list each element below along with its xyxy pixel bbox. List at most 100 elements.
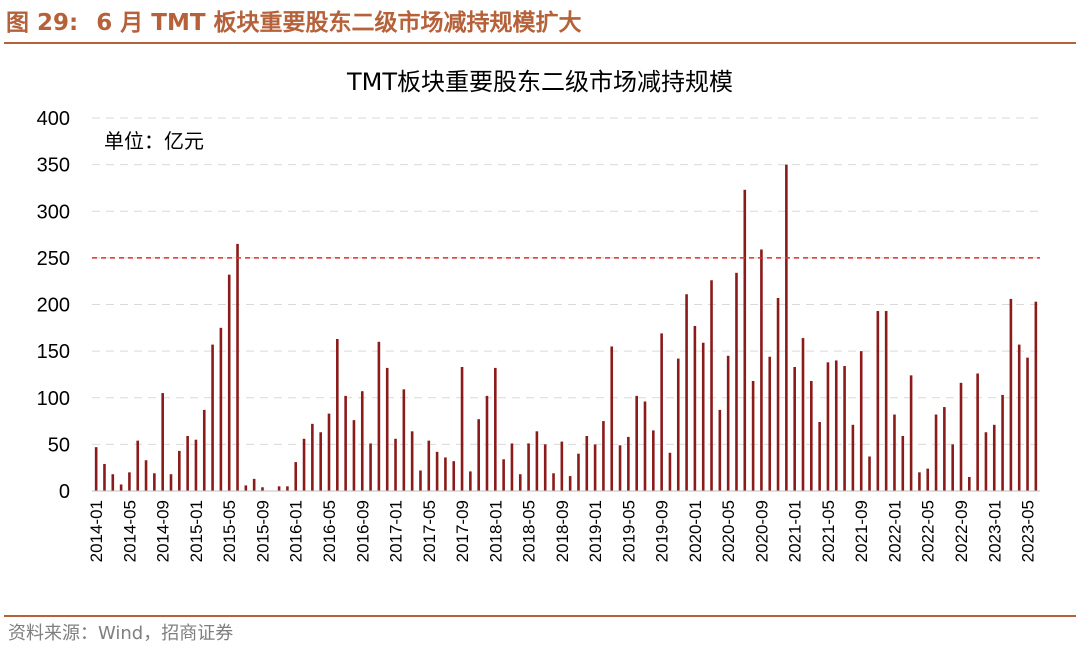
bar bbox=[743, 189, 747, 492]
bar bbox=[369, 443, 372, 491]
figure-caption: 图 29: 6 月 TMT 板块重要股东二级市场减持规模扩大 bbox=[6, 4, 1076, 42]
bar bbox=[552, 473, 555, 491]
bar bbox=[652, 430, 655, 491]
bar bbox=[435, 451, 439, 491]
bar bbox=[859, 351, 863, 491]
bar bbox=[244, 485, 248, 491]
x-tick-label: 2016-09 bbox=[353, 500, 372, 562]
bar bbox=[236, 243, 239, 491]
bar bbox=[327, 413, 331, 491]
x-tick-label: 2019-01 bbox=[586, 500, 605, 562]
bar bbox=[635, 395, 638, 491]
chart-title: TMT板块重要股东二级市场减持规模 bbox=[346, 68, 733, 96]
bar bbox=[602, 421, 605, 491]
bar bbox=[444, 457, 447, 491]
bar bbox=[577, 453, 580, 491]
x-tick-label: 2015-05 bbox=[220, 500, 239, 562]
bar bbox=[360, 391, 364, 491]
bar bbox=[485, 395, 489, 491]
bar bbox=[959, 382, 963, 491]
bar bbox=[801, 338, 805, 491]
unit-label: 单位：亿元 bbox=[104, 129, 204, 153]
bar bbox=[710, 280, 713, 491]
figure-title: 6 月 TMT 板块重要股东二级市场减持规模扩大 bbox=[96, 10, 582, 36]
x-tick-label: 2021-09 bbox=[852, 500, 871, 562]
bar bbox=[286, 486, 289, 491]
bar bbox=[219, 327, 223, 491]
x-tick-label: 2014-01 bbox=[87, 500, 106, 562]
bar bbox=[851, 424, 855, 491]
bar bbox=[701, 342, 705, 491]
x-tick-label: 2017-01 bbox=[387, 500, 406, 562]
bar bbox=[984, 432, 988, 491]
bar bbox=[227, 274, 231, 491]
bar bbox=[751, 380, 755, 491]
bar bbox=[211, 344, 214, 491]
bar bbox=[793, 366, 796, 491]
footer-divider bbox=[4, 615, 1076, 617]
x-tick-label: 2016-01 bbox=[287, 500, 306, 562]
bar bbox=[385, 367, 389, 491]
bar bbox=[1034, 301, 1038, 491]
x-tick-label: 2015-09 bbox=[253, 500, 272, 562]
x-tick-label: 2021-05 bbox=[819, 500, 838, 562]
x-tick-label: 2022-05 bbox=[919, 500, 938, 562]
x-tick-label: 2016-05 bbox=[320, 500, 339, 562]
bar bbox=[494, 367, 497, 491]
bar bbox=[685, 294, 688, 491]
bar bbox=[776, 297, 780, 491]
bar bbox=[460, 366, 464, 491]
x-tick-label: 2017-05 bbox=[420, 500, 439, 562]
bar bbox=[319, 432, 322, 491]
bar bbox=[119, 484, 123, 491]
bar bbox=[377, 341, 381, 491]
x-tick-label: 2022-09 bbox=[952, 500, 971, 562]
x-tick-label: 2018-09 bbox=[553, 500, 572, 562]
bar bbox=[186, 435, 189, 491]
bar bbox=[918, 472, 921, 491]
bar bbox=[527, 443, 530, 491]
bar bbox=[826, 362, 830, 491]
bar bbox=[585, 435, 589, 491]
bar bbox=[311, 423, 314, 491]
y-tick-label: 50 bbox=[48, 434, 70, 456]
x-tick-label: 2014-05 bbox=[120, 500, 139, 562]
bar bbox=[610, 346, 614, 491]
bar bbox=[111, 474, 115, 491]
bar bbox=[410, 431, 414, 491]
bar bbox=[693, 325, 697, 491]
x-tick-label: 2018-01 bbox=[486, 500, 505, 562]
bar bbox=[502, 459, 505, 491]
y-tick-label: 400 bbox=[37, 108, 70, 130]
x-tick-label: 2017-09 bbox=[453, 500, 472, 562]
bar bbox=[818, 421, 821, 491]
bar bbox=[535, 431, 539, 491]
bar bbox=[427, 440, 431, 491]
bar bbox=[194, 439, 198, 491]
bar bbox=[543, 444, 547, 491]
y-tick-label: 0 bbox=[59, 481, 70, 503]
bar bbox=[153, 473, 156, 491]
bar bbox=[518, 474, 522, 491]
bar bbox=[785, 164, 788, 491]
bar bbox=[252, 478, 256, 491]
bar bbox=[768, 356, 772, 491]
bar bbox=[718, 409, 722, 491]
header-divider bbox=[4, 42, 1076, 44]
bar bbox=[469, 471, 472, 491]
x-tick-label: 2023-05 bbox=[1019, 500, 1038, 562]
bar bbox=[735, 272, 738, 491]
bar bbox=[568, 476, 572, 491]
bar bbox=[926, 468, 930, 491]
bar bbox=[1009, 298, 1013, 491]
bar bbox=[103, 463, 106, 491]
y-tick-label: 350 bbox=[37, 155, 70, 177]
bar bbox=[868, 456, 871, 491]
bar bbox=[294, 462, 298, 491]
bar bbox=[884, 311, 888, 491]
x-tick-label: 2023-01 bbox=[985, 500, 1004, 562]
bar bbox=[302, 438, 306, 491]
x-axis-ticks: 2014-01 2014-05 2014-09 2015-01 2015-05 2015-… bbox=[87, 500, 1037, 562]
y-tick-label: 150 bbox=[37, 341, 70, 363]
